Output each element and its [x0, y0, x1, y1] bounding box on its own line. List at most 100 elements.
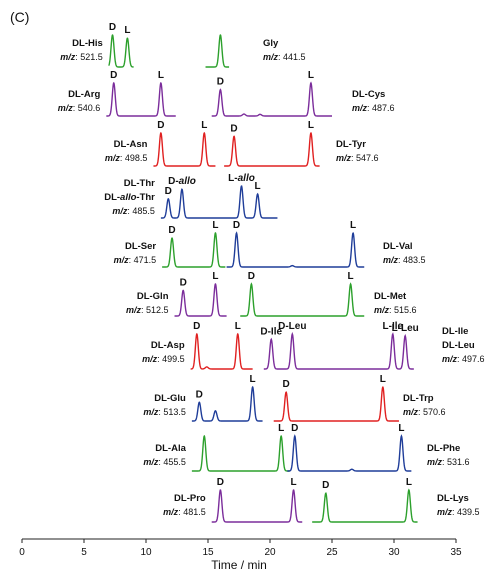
- x-axis: 0 5 10 15 20 25 30 35: [19, 538, 462, 558]
- peak-label: L: [308, 70, 314, 81]
- mz-value: m/z: 481.5: [163, 507, 206, 517]
- analyte-label: DL-Glu m/z: 513.5: [143, 393, 186, 417]
- peak-label: D: [282, 379, 289, 390]
- x-tick-label: 30: [388, 547, 400, 558]
- analyte-label: DL-Ile DL-Leu m/z: 497.6: [442, 326, 485, 364]
- mz-value: m/z: 483.5: [383, 255, 426, 265]
- peak-label: D: [248, 271, 255, 282]
- trace-line: [191, 385, 263, 422]
- x-tick-label: 0: [19, 547, 25, 558]
- analyte-name: DL-Thr: [124, 178, 155, 189]
- peak-label: D-Ile: [260, 326, 282, 337]
- analyte-name: DL-Cys: [352, 89, 385, 100]
- analyte-label: DL-Gln m/z: 512.5: [126, 291, 169, 315]
- analyte-name: DL-Tyr: [336, 139, 366, 150]
- peak-label: L: [350, 220, 356, 231]
- peak-label: D: [180, 277, 187, 288]
- mz-value: m/z: 521.5: [60, 52, 103, 62]
- mz-value: m/z: 547.6: [336, 153, 379, 163]
- analyte-name: DL-Asp: [151, 340, 185, 351]
- peak-label: L: [406, 477, 412, 488]
- peak-label: L: [158, 70, 164, 81]
- analyte-name: DL-Leu: [442, 340, 475, 351]
- peak-label: D-Leu: [278, 321, 306, 332]
- peak-label: D: [165, 186, 172, 197]
- peak-label: D: [322, 480, 329, 491]
- peak-label: D: [168, 225, 175, 236]
- peak-label: L: [291, 477, 297, 488]
- analyte-label: DL-Asp m/z: 499.5: [142, 340, 185, 364]
- analyte-name: DL-Ala: [155, 443, 186, 454]
- analyte-name: DL-Val: [383, 241, 413, 252]
- trace-10: DL: [174, 271, 227, 317]
- analyte-name: DL-Arg: [68, 89, 100, 100]
- trace-line: [174, 283, 227, 317]
- peak-label: L: [235, 321, 241, 332]
- peak-label: L: [212, 220, 218, 231]
- analyte-label: DL-Pro m/z: 481.5: [163, 493, 206, 517]
- analyte-name: Gly: [263, 38, 279, 49]
- mz-value: m/z: 570.6: [403, 407, 446, 417]
- analyte-label: DL-Arg m/z: 540.6: [58, 89, 101, 113]
- trace-line: [106, 81, 176, 117]
- mz-value: m/z: 497.6: [442, 354, 485, 364]
- analyte-label: DL-Asn m/z: 498.5: [105, 139, 148, 163]
- mz-value: m/z: 485.5: [112, 206, 155, 216]
- mz-value: m/z: 531.6: [427, 457, 470, 467]
- trace-line: [240, 282, 365, 317]
- peak-label: L: [212, 271, 218, 282]
- peak-label: L: [124, 25, 130, 36]
- mz-value: m/z: 540.6: [58, 103, 101, 113]
- peak-label: D: [230, 123, 237, 134]
- mz-value: m/z: 455.5: [143, 457, 186, 467]
- analyte-name: DL-Trp: [403, 393, 434, 404]
- peak-label: L: [201, 120, 207, 131]
- trace-line: [312, 488, 418, 523]
- x-tick-label: 10: [140, 547, 152, 558]
- peak-label: D: [233, 220, 240, 231]
- peak-label: D: [217, 477, 224, 488]
- peak-label: L: [348, 271, 354, 282]
- analyte-label: DL-Lys m/z: 439.5: [437, 493, 480, 517]
- x-tick-label: 35: [450, 547, 462, 558]
- trace-4: DL: [211, 70, 332, 117]
- peak-label: D: [110, 70, 117, 81]
- trace-line: [153, 131, 216, 167]
- analyte-label: DL-Met m/z: 515.6: [374, 291, 417, 315]
- mz-value: m/z: 498.5: [105, 153, 148, 163]
- analyte-label: DL-Tyr m/z: 547.6: [336, 139, 379, 163]
- analyte-name: DL-Met: [374, 291, 407, 302]
- peak-label: L-Ile: [383, 321, 404, 332]
- peak-label: L-allo: [228, 173, 255, 184]
- x-tick-label: 20: [264, 547, 276, 558]
- analyte-label: DL-Val m/z: 483.5: [383, 241, 426, 265]
- analyte-name: DL-Asn: [114, 139, 148, 150]
- trace-line: [160, 185, 278, 219]
- trace-line: [108, 34, 134, 68]
- peak-label: D-allo: [168, 176, 196, 187]
- analyte-label: DL-Ala m/z: 455.5: [143, 443, 186, 467]
- trace-14: DL: [191, 374, 263, 422]
- analyte-name: DL-Pro: [174, 493, 206, 504]
- trace-2: [205, 34, 230, 68]
- trace-16: L: [191, 423, 290, 472]
- analyte-name: DL-Phe: [427, 443, 460, 454]
- peak-label: L-Leu: [392, 323, 419, 334]
- mz-value: m/z: 515.6: [374, 305, 417, 315]
- peak-label: D: [157, 120, 164, 131]
- mz-value: m/z: 513.5: [143, 407, 186, 417]
- peak-label: L: [250, 374, 256, 385]
- analyte-name: DL-Gln: [137, 291, 169, 302]
- trace-line: [162, 232, 226, 268]
- peak-label: D: [291, 423, 298, 434]
- peak-label: D: [196, 389, 203, 400]
- peak-label: D: [217, 77, 224, 88]
- peak-label: L: [398, 423, 404, 434]
